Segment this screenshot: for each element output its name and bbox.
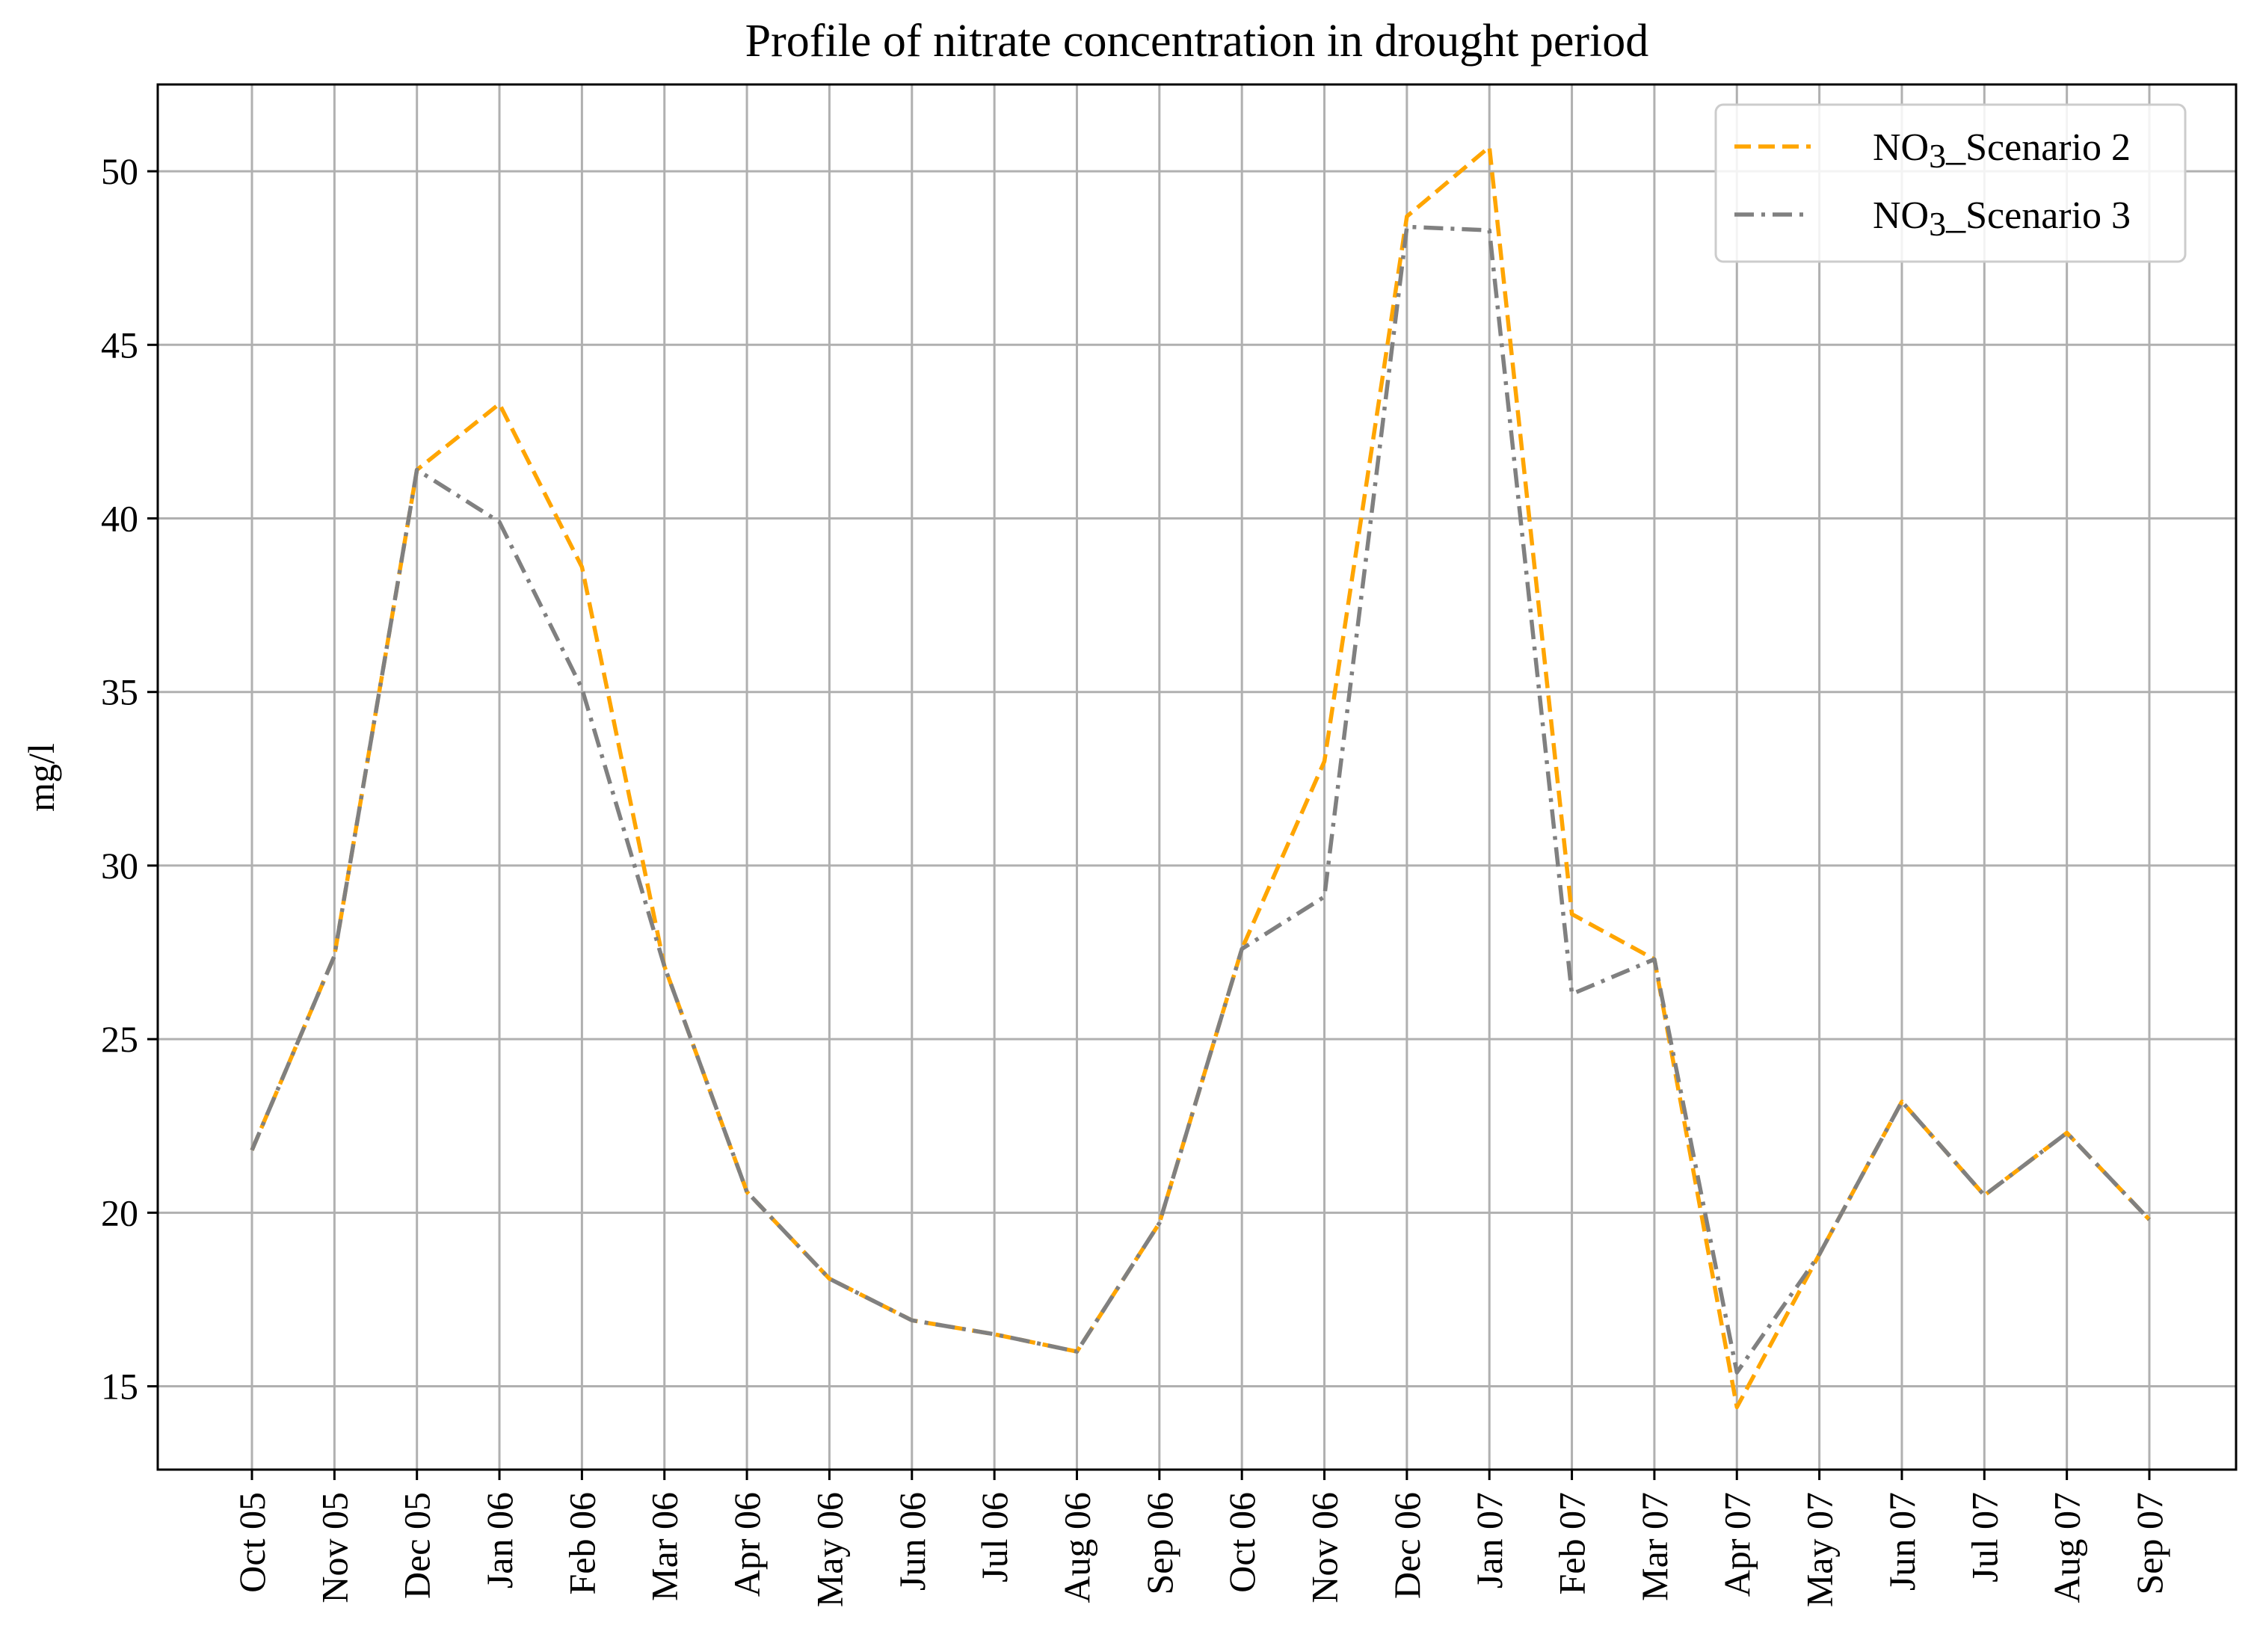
x-tick-label-feb-07: Feb 07 <box>1551 1492 1593 1595</box>
tick-layer: Oct 05 Nov 05 Dec 05 Jan 06 Feb 06 Mar 06 Apr … <box>101 150 2170 1607</box>
x-tick-label-oct-06: Oct 06 <box>1221 1492 1263 1593</box>
legend-box <box>1714 103 2187 263</box>
plot-frame <box>156 83 2238 1471</box>
x-tick-label-sep-07: Sep 07 <box>2128 1492 2170 1595</box>
legend-label-scenario-2-prefix: NO <box>1873 126 1929 169</box>
series-scenario-2 <box>250 144 2151 1410</box>
y-tick-label-35: 35 <box>101 671 138 713</box>
y-tick-label-25: 25 <box>101 1018 138 1060</box>
y-axis-label: mg/l <box>20 743 62 812</box>
x-tick-label-jan-06: Jan 06 <box>478 1492 520 1588</box>
grid-layer <box>158 84 2236 1470</box>
x-tick-label-aug-07: Aug 07 <box>2046 1492 2088 1603</box>
x-tick-label-feb-06: Feb 06 <box>561 1492 603 1595</box>
legend: NO3_Scenario 2 NO3_Scenario 3 <box>1714 103 2187 263</box>
x-tick-label-nov-05: Nov 05 <box>313 1492 355 1603</box>
legend-label-scenario-2-suffix: _Scenario 2 <box>1945 126 2131 169</box>
legend-label-scenario-3-suffix: _Scenario 3 <box>1945 194 2131 237</box>
y-tick-label-30: 30 <box>101 845 138 887</box>
series-scenario-2-line <box>250 144 2151 1410</box>
y-tick-label-50: 50 <box>101 150 138 192</box>
chart-title: Profile of nitrate concentration in drou… <box>745 16 1649 67</box>
legend-label-scenario-2: NO3_Scenario 2 <box>1873 126 2131 175</box>
legend-label-scenario-3: NO3_Scenario 3 <box>1873 194 2131 243</box>
legend-label-scenario-3-sub: 3 <box>1929 205 1946 243</box>
x-tick-label-nov-06: Nov 06 <box>1304 1492 1346 1603</box>
x-tick-label-jun-06: Jun 06 <box>891 1492 933 1591</box>
y-tick-label-45: 45 <box>101 324 138 366</box>
x-tick-label-may-07: May 07 <box>1799 1492 1841 1607</box>
y-tick-label-40: 40 <box>101 498 138 540</box>
legend-label-scenario-3-prefix: NO <box>1873 194 1929 237</box>
x-tick-label-mar-07: Mar 07 <box>1634 1492 1675 1601</box>
x-tick-label-jul-07: Jul 07 <box>1963 1492 2005 1582</box>
x-tick-label-sep-06: Sep 06 <box>1139 1492 1180 1595</box>
x-tick-label-jan-07: Jan 07 <box>1468 1492 1510 1588</box>
x-tick-label-dec-06: Dec 06 <box>1386 1492 1428 1599</box>
x-tick-label-apr-07: Apr 07 <box>1716 1492 1758 1597</box>
legend-label-scenario-2-sub: 3 <box>1929 137 1946 175</box>
x-tick-label-mar-06: Mar 06 <box>644 1492 686 1601</box>
series-scenario-3-line <box>250 224 2151 1375</box>
y-tick-label-20: 20 <box>101 1192 138 1233</box>
x-tick-label-jul-06: Jul 06 <box>973 1492 1015 1582</box>
series-scenario-3 <box>250 224 2151 1375</box>
x-tick-label-may-06: May 06 <box>808 1492 850 1607</box>
x-tick-label-dec-05: Dec 05 <box>396 1492 438 1599</box>
x-tick-label-jun-07: Jun 07 <box>1881 1492 1923 1591</box>
x-tick-label-oct-05: Oct 05 <box>231 1492 273 1593</box>
series-layer <box>250 144 2151 1410</box>
x-tick-label-apr-06: Apr 06 <box>726 1492 768 1597</box>
x-tick-label-aug-06: Aug 06 <box>1056 1492 1097 1603</box>
y-tick-label-15: 15 <box>101 1366 138 1408</box>
